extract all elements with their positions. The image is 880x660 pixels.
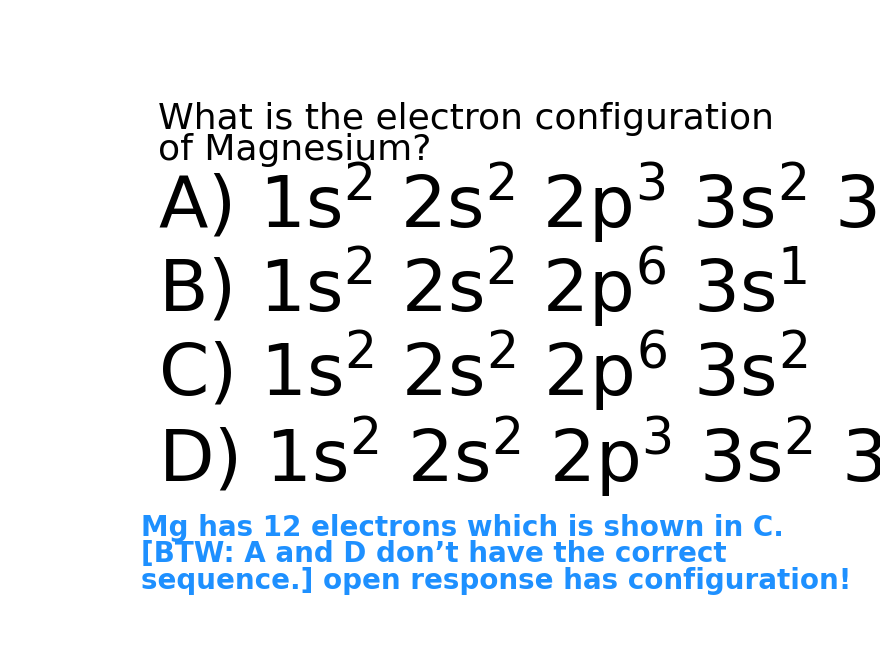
Text: Mg has 12 electrons which is shown in C.: Mg has 12 electrons which is shown in C. [141,513,783,542]
Text: What is the electron configuration: What is the electron configuration [158,102,774,136]
Text: $\mathregular{C)}\ \mathregular{1s}^{2}\ \mathregular{2s}^{2}\ \mathregular{2p}^: $\mathregular{C)}\ \mathregular{1s}^{2}\… [158,328,807,414]
Text: $\mathregular{A)}\ \mathregular{1s}^{2}\ \mathregular{2s}^{2}\ \mathregular{2p}^: $\mathregular{A)}\ \mathregular{1s}^{2}\… [158,160,880,247]
Text: of Magnesium?: of Magnesium? [158,133,431,166]
Text: $\mathregular{B)}\ \mathregular{1s}^{2}\ \mathregular{2s}^{2}\ \mathregular{2p}^: $\mathregular{B)}\ \mathregular{1s}^{2}\… [158,244,807,331]
Text: sequence.] open response has configuration!: sequence.] open response has configurati… [141,566,851,595]
Text: $\mathregular{D)}\ \mathregular{1s}^{2}\ \mathregular{2s}^{2}\ \mathregular{2p}^: $\mathregular{D)}\ \mathregular{1s}^{2}\… [158,414,880,501]
Text: [BTW: A and D don’t have the correct: [BTW: A and D don’t have the correct [141,540,726,568]
